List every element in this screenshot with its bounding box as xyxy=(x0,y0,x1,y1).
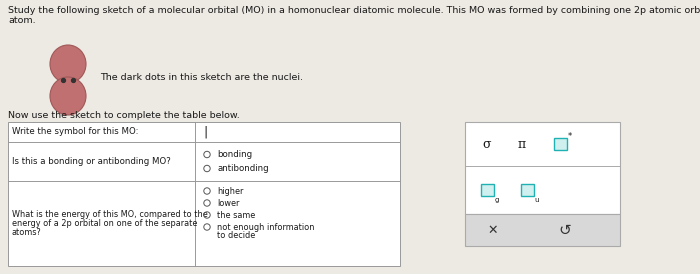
FancyBboxPatch shape xyxy=(480,184,494,196)
Text: Now use the sketch to complete the table below.: Now use the sketch to complete the table… xyxy=(8,111,239,120)
Text: |: | xyxy=(203,125,207,138)
Text: the same: the same xyxy=(217,210,256,219)
Text: Study the following sketch of a molecular orbital (MO) in a homonuclear diatomic: Study the following sketch of a molecula… xyxy=(8,6,700,15)
FancyBboxPatch shape xyxy=(521,184,533,196)
Text: bonding: bonding xyxy=(217,150,252,159)
Ellipse shape xyxy=(50,77,86,115)
Text: atoms?: atoms? xyxy=(12,228,42,237)
FancyBboxPatch shape xyxy=(465,214,620,246)
Text: Write the symbol for this MO:: Write the symbol for this MO: xyxy=(12,127,139,136)
Text: to decide: to decide xyxy=(217,232,256,241)
Text: π: π xyxy=(518,138,526,150)
Ellipse shape xyxy=(50,45,86,83)
Text: lower: lower xyxy=(217,198,239,207)
Text: ✕: ✕ xyxy=(488,224,498,236)
Text: σ: σ xyxy=(483,138,491,150)
Text: g: g xyxy=(494,197,499,203)
FancyBboxPatch shape xyxy=(554,138,566,150)
Text: What is the energy of this MO, compared to the: What is the energy of this MO, compared … xyxy=(12,210,208,219)
Text: u: u xyxy=(535,197,539,203)
Text: ↺: ↺ xyxy=(559,222,571,238)
Text: antibonding: antibonding xyxy=(217,164,269,173)
Text: atom.: atom. xyxy=(8,16,36,25)
Text: *: * xyxy=(568,133,572,141)
Text: Is this a bonding or antibonding MO?: Is this a bonding or antibonding MO? xyxy=(12,157,171,166)
Text: higher: higher xyxy=(217,187,244,196)
FancyBboxPatch shape xyxy=(8,122,400,266)
Text: energy of a 2p orbital on one of the separate: energy of a 2p orbital on one of the sep… xyxy=(12,219,197,228)
FancyBboxPatch shape xyxy=(465,122,620,214)
Text: not enough information: not enough information xyxy=(217,222,314,232)
Text: The dark dots in this sketch are the nuclei.: The dark dots in this sketch are the nuc… xyxy=(100,73,303,81)
